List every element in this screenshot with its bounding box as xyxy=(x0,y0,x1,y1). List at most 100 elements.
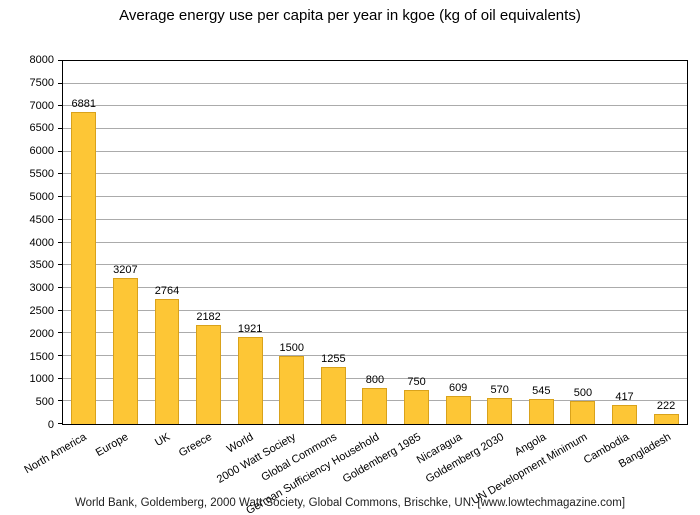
y-tick-label: 3500 xyxy=(29,259,54,272)
y-tick-label: 500 xyxy=(35,396,54,409)
gridline xyxy=(63,332,687,334)
plot-area: 6881 3207 2764 2182 1921 1500 1255 800 750 609 570… xyxy=(58,60,688,425)
y-tick-label: 4500 xyxy=(29,213,54,226)
gridline xyxy=(63,286,687,288)
y-tick-label: 1000 xyxy=(29,373,54,386)
bar-value-label: 570 xyxy=(490,384,509,397)
chart-title: Average energy use per capita per year i… xyxy=(119,7,581,24)
bar-slot: 2182 xyxy=(188,61,230,424)
y-tickmark xyxy=(58,218,62,220)
y-tickmark xyxy=(58,128,62,130)
bar-slot: 750 xyxy=(396,61,438,424)
gridline xyxy=(63,377,687,379)
gridline xyxy=(63,173,687,175)
bar: 1255 xyxy=(320,353,346,424)
bar-value-label: 545 xyxy=(532,385,551,398)
gridline xyxy=(63,309,687,311)
y-tick-label: 2500 xyxy=(29,304,54,317)
y-tick-label: 3000 xyxy=(29,282,54,295)
bar: 1500 xyxy=(279,342,305,424)
y-tick-label: 2000 xyxy=(29,327,54,340)
bar: 222 xyxy=(653,400,679,424)
y-tickmark xyxy=(58,241,62,243)
bar-value-label: 800 xyxy=(365,373,385,386)
gridline xyxy=(63,196,687,198)
y-tickmark xyxy=(58,150,62,152)
bar-value-label: 6881 xyxy=(71,97,97,110)
bar-slot: 1500 xyxy=(271,61,313,424)
gridline xyxy=(63,264,687,266)
bar-value-label: 2182 xyxy=(196,311,221,323)
y-tickmark xyxy=(58,423,62,424)
gridline xyxy=(63,218,687,220)
bar-slot: 6881 xyxy=(63,61,105,424)
bar-value-label: 1921 xyxy=(237,322,263,335)
bar: 2764 xyxy=(154,285,180,424)
y-tickmark xyxy=(58,332,62,334)
bar-slot: 1255 xyxy=(313,61,355,424)
y-axis-labels: 0 500 1000 1500 2000 2500 3000 3500 4000 4500 5000… xyxy=(0,54,56,431)
y-tickmark xyxy=(58,309,62,311)
bar: 570 xyxy=(487,384,513,424)
y-tick-label: 0 xyxy=(47,419,54,431)
x-tick-label: Europe xyxy=(93,431,131,460)
bar-slot: 417 xyxy=(604,61,646,424)
y-tickmark xyxy=(58,400,62,402)
bar-value-label: 222 xyxy=(656,399,676,412)
bar-slot: 570 xyxy=(479,61,521,424)
bar-slot: 500 xyxy=(562,61,604,424)
y-tick-label: 8000 xyxy=(29,54,54,66)
bar-slot: 222 xyxy=(645,61,687,424)
y-tickmark xyxy=(58,354,62,356)
bar: 750 xyxy=(404,376,430,424)
y-tick-label: 7500 xyxy=(29,76,54,89)
y-tickmark xyxy=(58,173,62,175)
y-tickmark xyxy=(58,60,62,61)
bar-slot: 1921 xyxy=(229,61,271,424)
bar-value-label: 1500 xyxy=(279,341,304,354)
x-tick-label: World xyxy=(225,431,256,456)
bar: 417 xyxy=(612,391,637,424)
bar-value-label: 500 xyxy=(573,387,593,400)
y-tick-label: 6000 xyxy=(29,145,54,158)
bar: 545 xyxy=(528,385,554,424)
bar: 3207 xyxy=(112,264,138,424)
bar: 800 xyxy=(362,374,388,424)
bar: 500 xyxy=(570,387,596,424)
bar: 609 xyxy=(445,382,471,424)
bar-series: 6881 3207 2764 2182 1921 1500 1255 800 750 609 570… xyxy=(63,61,687,424)
gridline xyxy=(63,82,687,84)
bar-slot: 800 xyxy=(354,61,396,424)
bar-slot: 3207 xyxy=(105,61,147,424)
bar-value-label: 417 xyxy=(615,391,634,404)
y-tickmark xyxy=(58,196,62,198)
y-tickmark xyxy=(58,377,62,379)
bar-value-label: 609 xyxy=(448,382,468,395)
bar-slot: 609 xyxy=(437,61,479,424)
bar-slot: 545 xyxy=(521,61,563,424)
x-tick-label: Goldemberg 2030 xyxy=(423,431,507,486)
gridline xyxy=(63,105,687,107)
bar-value-label: 3207 xyxy=(113,264,138,277)
gridline xyxy=(63,128,687,130)
y-tick-label: 6500 xyxy=(29,122,54,135)
bar: 2182 xyxy=(196,311,222,424)
x-tick-label: Greece xyxy=(176,431,215,460)
y-tick-label: 5000 xyxy=(29,190,54,203)
source-caption: World Bank, Goldemberg, 2000 Watt Societ… xyxy=(74,497,626,509)
x-tick-label: Goldemberg 1985 xyxy=(340,431,423,486)
y-tick-label: 4000 xyxy=(29,236,54,249)
bar-value-label: 1255 xyxy=(321,353,346,366)
bar: 1921 xyxy=(237,323,263,424)
y-tick-label: 7000 xyxy=(29,99,54,112)
y-tickmark xyxy=(58,286,62,288)
y-tickmark xyxy=(58,105,62,107)
bar-value-label: 2764 xyxy=(154,284,180,297)
bar-slot: 2764 xyxy=(146,61,188,424)
y-tickmark xyxy=(58,264,62,266)
x-tick-label: North America xyxy=(22,431,89,477)
y-tickmark xyxy=(58,82,62,84)
x-tick-label: UK xyxy=(153,431,173,450)
gridline xyxy=(63,354,687,356)
